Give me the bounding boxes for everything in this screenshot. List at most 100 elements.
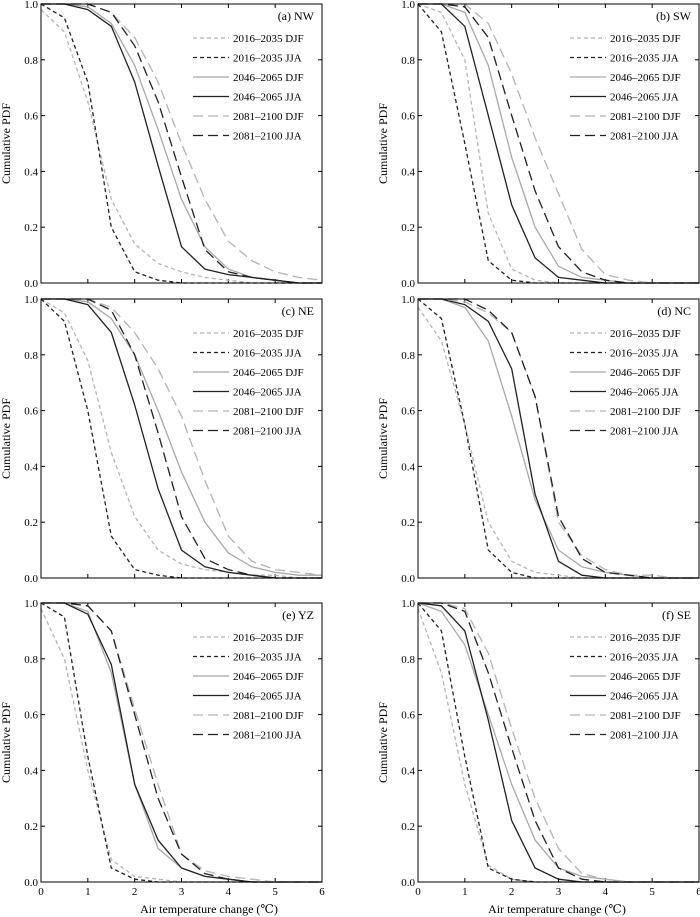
series-line	[418, 3, 699, 284]
y-tick-label: 0.4	[24, 461, 38, 473]
panel-label: (b) SW	[656, 9, 692, 23]
y-tick-label: 0.2	[24, 517, 38, 529]
series-line	[41, 298, 322, 576]
series-line	[417, 3, 699, 284]
y-tick-label: 1.0	[24, 598, 38, 610]
y-tick-label: 0.6	[401, 111, 415, 123]
y-tick-label: 0.8	[24, 654, 38, 666]
legend-label: 2016–2035 JJA	[233, 348, 302, 360]
legend-label: 2081–2100 DJF	[233, 406, 304, 418]
y-tick-label: 0.0	[401, 278, 415, 290]
plot-frame	[417, 3, 700, 284]
x-tick-label: 3	[179, 886, 185, 898]
y-tick-label: 0.8	[24, 350, 38, 362]
series-line	[417, 608, 699, 883]
x-tick-label: 2	[132, 886, 138, 898]
series-line	[417, 3, 699, 284]
series-line	[40, 298, 322, 579]
x-tick-label: 5	[272, 886, 278, 898]
x-axis-label: Air temperature change (℃)	[488, 902, 626, 916]
y-tick-label: 0.6	[24, 406, 38, 418]
y-tick-label: 0.0	[401, 877, 415, 889]
series-line	[417, 307, 699, 579]
legend-label: 2016–2035 DJF	[233, 33, 304, 45]
legend-label: 2081–2100 DJF	[610, 406, 681, 418]
y-tick-label: 0.6	[401, 406, 415, 418]
y-axis-label: Cumulative PDF	[0, 103, 13, 184]
y-tick-label: 0.8	[401, 654, 415, 666]
y-tick-label: 0.4	[24, 166, 38, 178]
x-tick-label: 4	[226, 886, 232, 898]
y-tick-label: 0.0	[401, 573, 415, 585]
x-tick-label: 3	[556, 886, 562, 898]
y-tick-label: 0.2	[401, 821, 415, 833]
series-line	[418, 298, 699, 579]
series-line	[41, 3, 322, 284]
series-line	[417, 602, 699, 883]
y-axis-label: Cumulative PDF	[0, 702, 13, 783]
y-tick-label: 0.8	[24, 55, 38, 67]
y-tick-label: 0.2	[401, 517, 415, 529]
y-tick-label: 0.4	[401, 461, 415, 473]
y-tick-label: 0.8	[401, 55, 415, 67]
y-tick-label: 0.0	[24, 877, 38, 889]
plot-frame	[40, 3, 323, 284]
series-line	[41, 3, 322, 284]
y-axis-label: Cumulative PDF	[376, 398, 390, 479]
panel-label: (f) SE	[662, 608, 691, 622]
legend-label: 2081–2100 JJA	[233, 426, 302, 438]
x-tick-label: 6	[696, 886, 700, 898]
legend-label: 2016–2035 JJA	[233, 652, 302, 664]
y-axis-label: Cumulative PDF	[0, 398, 13, 479]
y-tick-label: 0.4	[401, 765, 415, 777]
y-tick-label: 1.0	[401, 598, 415, 610]
y-tick-label: 1.0	[401, 294, 415, 306]
legend-label: 2016–2035 DJF	[610, 328, 681, 340]
x-tick-label: 0	[415, 886, 421, 898]
legend-label: 2046–2065 JJA	[233, 691, 302, 703]
y-tick-label: 1.0	[24, 0, 38, 11]
series-line	[40, 9, 322, 284]
legend-label: 2081–2100 JJA	[610, 730, 679, 742]
legend-label: 2016–2035 DJF	[233, 632, 304, 644]
legend-label: 2046–2065 DJF	[233, 367, 304, 379]
series-line	[417, 298, 699, 579]
series-line	[41, 298, 322, 579]
plot-frame	[417, 602, 700, 883]
series-line	[418, 602, 699, 883]
x-tick-label: 1	[462, 886, 468, 898]
legend-label: 2081–2100 JJA	[233, 131, 302, 143]
x-tick-label: 4	[603, 886, 609, 898]
legend-label: 2016–2035 DJF	[610, 33, 681, 45]
panel-label: (e) YZ	[282, 608, 314, 622]
series-line	[418, 298, 699, 579]
plot-frame	[40, 298, 323, 579]
y-axis-label: Cumulative PDF	[376, 103, 390, 184]
y-tick-label: 0.6	[24, 111, 38, 123]
series-line	[418, 3, 699, 284]
series-line	[418, 602, 699, 883]
y-tick-label: 0.8	[401, 350, 415, 362]
x-tick-label: 6	[319, 886, 325, 898]
legend-label: 2046–2065 DJF	[610, 72, 681, 84]
series-line	[417, 602, 699, 883]
legend-label: 2046–2065 DJF	[233, 72, 304, 84]
legend-label: 2016–2035 JJA	[610, 53, 679, 65]
x-tick-label: 0	[38, 886, 44, 898]
y-tick-label: 0.4	[401, 166, 415, 178]
y-tick-label: 0.0	[24, 573, 38, 585]
legend-label: 2016–2035 JJA	[610, 652, 679, 664]
series-line	[41, 298, 322, 579]
series-line	[418, 298, 699, 579]
x-tick-label: 1	[85, 886, 91, 898]
y-tick-label: 0.6	[24, 710, 38, 722]
plot-frame	[40, 602, 323, 883]
plot-frame	[417, 298, 700, 579]
legend-label: 2081–2100 JJA	[233, 730, 302, 742]
legend-label: 2016–2035 DJF	[233, 328, 304, 340]
legend-label: 2046–2065 JJA	[610, 92, 679, 104]
x-tick-label: 2	[509, 886, 515, 898]
legend-label: 2046–2065 JJA	[233, 92, 302, 104]
x-axis-label: Air temperature change (℃)	[140, 902, 278, 916]
y-tick-label: 0.6	[401, 710, 415, 722]
